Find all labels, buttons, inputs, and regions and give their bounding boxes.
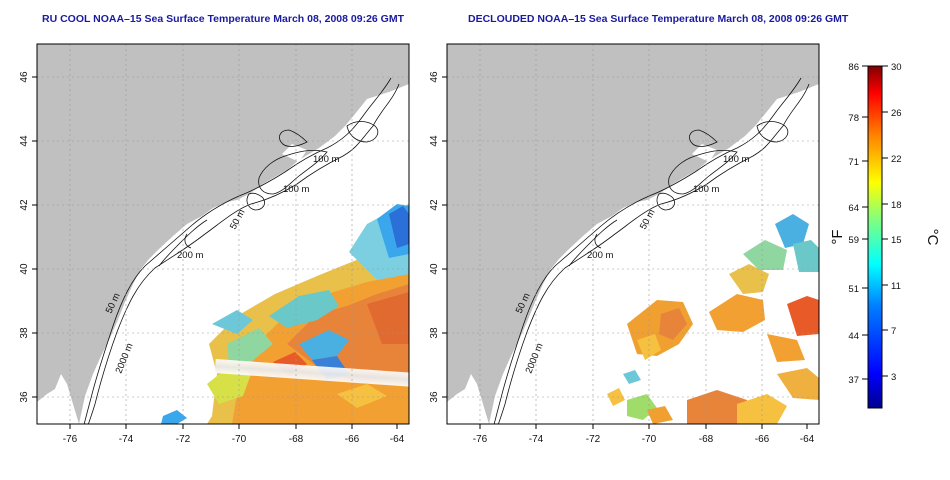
colorbar-f-tick: 64: [848, 203, 859, 214]
right-y-tick: 38: [429, 327, 440, 339]
right-map-frame: [446, 43, 820, 425]
left-x-tick: -70: [232, 434, 247, 445]
contour-label-100m-b: 100 m: [693, 184, 719, 195]
left-map-frame: [36, 43, 410, 425]
contour-label-100m-a: 100 m: [313, 154, 339, 165]
left-y-tick: 38: [19, 327, 30, 339]
colorbar-f-tick: 51: [848, 284, 859, 295]
colorbar-fahrenheit-unit: °F: [829, 229, 846, 244]
colorbar-f-tick: 78: [848, 113, 859, 124]
left-x-tick: -76: [63, 434, 78, 445]
left-x-tick: -72: [176, 434, 191, 445]
right-y-tick: 40: [429, 263, 440, 275]
right-x-tick: -64: [800, 434, 815, 445]
left-panel-title: RU COOL NOAA–15 Sea Surface Temperature …: [42, 13, 405, 25]
left-y-tick: 44: [19, 135, 30, 147]
left-y-tick: 42: [19, 199, 30, 211]
right-x-tick: -70: [642, 434, 657, 445]
colorbar-f-tick: 71: [848, 157, 859, 168]
right-x-tick: -68: [699, 434, 714, 445]
colorbar-c-tick: 15: [891, 235, 902, 246]
contour-label-200m: 200 m: [177, 250, 203, 261]
left-y-tick: 40: [19, 263, 30, 275]
right-y-tick: 46: [429, 71, 440, 83]
colorbar-f-tick: 44: [848, 331, 859, 342]
right-x-tick: -72: [586, 434, 601, 445]
colorbar: 86 78 71 64 59 51 44 37 30 26 22 18 15 1…: [829, 62, 941, 409]
colorbar-celsius-unit: °C: [924, 229, 941, 246]
colorbar-c-tick: 18: [891, 200, 902, 211]
left-x-tick: -66: [345, 434, 360, 445]
colorbar-f-tick: 86: [848, 62, 859, 73]
right-panel-title: DECLOUDED NOAA–15 Sea Surface Temperatur…: [468, 13, 849, 25]
left-x-tick: -64: [390, 434, 405, 445]
contour-label-200m: 200 m: [587, 250, 613, 261]
contour-label-100m-b: 100 m: [283, 184, 309, 195]
right-x-tick: -76: [473, 434, 488, 445]
right-map: 100 m 100 m 50 m 200 m 50 m 2000 m -76 -…: [429, 43, 820, 445]
left-y-tick: 36: [19, 391, 30, 403]
colorbar-c-tick: 7: [891, 326, 896, 337]
colorbar-f-tick: 59: [848, 235, 859, 246]
colorbar-f-tick: 37: [848, 375, 859, 386]
left-y-tick: 46: [19, 71, 30, 83]
colorbar-c-tick: 22: [891, 154, 902, 165]
colorbar-c-tick: 26: [891, 108, 902, 119]
contour-label-100m-a: 100 m: [723, 154, 749, 165]
colorbar-c-tick: 3: [891, 372, 896, 383]
left-x-tick: -68: [289, 434, 304, 445]
right-y-tick: 44: [429, 135, 440, 147]
colorbar-c-tick: 11: [891, 281, 901, 292]
left-map: 100 m 100 m 50 m 200 m 50 m 2000 m -76 -…: [19, 43, 410, 445]
left-sst-field: [161, 204, 409, 424]
right-sst-field: [607, 214, 819, 424]
right-x-tick: -66: [755, 434, 770, 445]
colorbar-ramp: [867, 65, 883, 409]
right-x-tick: -74: [529, 434, 544, 445]
left-x-tick: -74: [119, 434, 134, 445]
right-y-tick: 42: [429, 199, 440, 211]
right-y-tick: 36: [429, 391, 440, 403]
colorbar-c-tick: 30: [891, 62, 902, 73]
